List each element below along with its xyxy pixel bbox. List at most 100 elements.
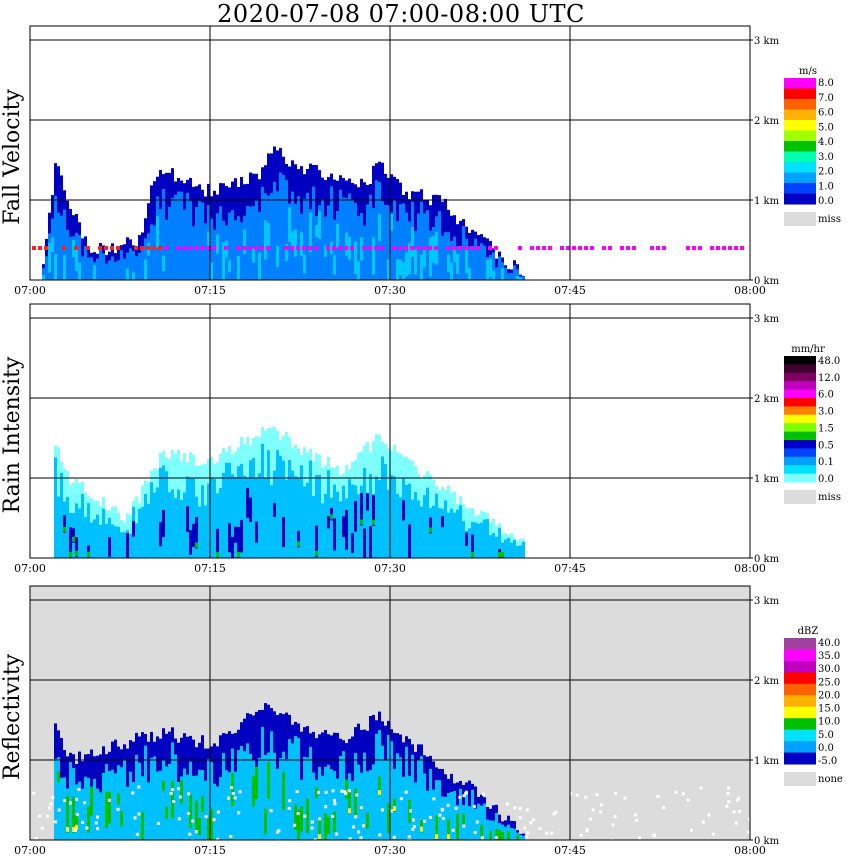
fall-velocity-layer-dot <box>266 246 270 250</box>
rain-intensity-echo-column-inner <box>441 508 444 558</box>
fall-velocity-echo-core <box>402 262 405 279</box>
reflectivity-echo-core <box>87 806 90 833</box>
rain-intensity-echo-column-inner <box>264 477 267 558</box>
fall-velocity-echo-field <box>42 146 525 280</box>
rain-intensity-echo-core <box>63 515 66 533</box>
rain-intensity-echo-column-inner <box>486 519 489 558</box>
rain-intensity-echo-core <box>132 521 135 537</box>
fall-velocity-layer-dot <box>686 246 690 250</box>
reflectivity-speckle <box>212 818 216 822</box>
reflectivity-speckle <box>518 807 522 811</box>
reflectivity-echo-core <box>75 814 78 831</box>
rain-intensity-legend-swatch <box>784 473 816 483</box>
reflectivity-speckle <box>107 798 111 802</box>
rain-intensity-echo-column-inner <box>507 537 510 558</box>
reflectivity-echo-core <box>507 830 510 840</box>
rain-intensity-chart: 07:00 07:15 07:30 07:45 08:000 km 1 km 2 km 3 k… <box>14 303 841 575</box>
fall-velocity-x-tick-label: 07:00 <box>14 284 46 297</box>
fall-velocity-echo-core <box>372 237 375 275</box>
reflectivity-echo-column-inner <box>339 755 342 840</box>
rain-intensity-legend-swatch <box>784 381 816 391</box>
reflectivity-echo-core <box>105 791 108 829</box>
rain-intensity-echo-column-inner <box>159 467 162 558</box>
reflectivity-echo-column-inner <box>372 764 375 840</box>
fall-velocity-echo-column-inner <box>342 197 345 280</box>
reflectivity-speckle <box>404 790 408 794</box>
reflectivity-speckle <box>588 817 592 821</box>
fall-velocity-echo-column-inner <box>96 258 99 280</box>
fall-velocity-echo-column-inner <box>162 189 165 280</box>
rain-intensity-echo-core <box>237 526 240 558</box>
reflectivity-echo-column-inner <box>102 772 105 840</box>
reflectivity-echo-column-inner <box>156 771 159 840</box>
rain-intensity-echo-core <box>228 523 231 553</box>
rain-intensity-echo-column-inner <box>375 476 378 558</box>
rain-intensity-echo-core <box>297 530 300 548</box>
reflectivity-echo-core <box>345 779 348 799</box>
rain-intensity-echo-column-inner <box>276 450 279 558</box>
reflectivity-speckle <box>333 802 337 806</box>
reflectivity-speckle <box>48 806 52 810</box>
fall-velocity-y-tick-label: 2 km <box>754 116 780 127</box>
reflectivity-legend-swatch <box>784 672 816 685</box>
rain-intensity-echo-core <box>363 528 366 558</box>
rain-intensity-echo-column-inner <box>123 532 126 558</box>
reflectivity-speckle <box>362 824 366 828</box>
rain-intensity-echo-column-inner <box>339 501 342 558</box>
reflectivity-speckle <box>389 809 393 813</box>
fall-velocity-layer-dot <box>488 246 492 250</box>
rain-intensity-echo-column-inner <box>165 471 168 558</box>
reflectivity-speckle <box>324 790 328 794</box>
rain-intensity-echo-column-inner <box>417 500 420 558</box>
fall-velocity-echo-column-inner <box>504 267 507 280</box>
reflectivity-legend-swatch <box>784 706 816 719</box>
reflectivity-echo-core <box>306 798 309 834</box>
fall-velocity-echo-column-inner <box>258 212 261 280</box>
fall-velocity-echo-column-inner <box>384 205 387 280</box>
reflectivity-speckle <box>295 790 299 794</box>
rain-intensity-echo-column-inner <box>84 516 87 558</box>
fall-velocity-layer-dot <box>608 246 612 250</box>
rain-intensity-echo-column-inner <box>315 474 318 558</box>
fall-velocity-layer-dot <box>362 246 366 250</box>
reflectivity-speckle <box>269 809 273 813</box>
reflectivity-speckle <box>170 788 174 792</box>
reflectivity-echo-column-inner <box>54 758 57 840</box>
rain-intensity-legend-swatch <box>784 431 816 441</box>
fall-velocity-echo-core <box>264 220 267 260</box>
reflectivity-echo-core <box>516 835 519 840</box>
reflectivity-speckle <box>45 814 49 818</box>
reflectivity-speckle <box>233 796 237 800</box>
rain-intensity-echo-core <box>354 501 357 532</box>
fall-velocity-layer-dot <box>350 246 354 250</box>
reflectivity-speckle <box>633 813 637 817</box>
fall-velocity-echo-column-inner <box>150 224 153 280</box>
fall-velocity-legend-label: 1.0 <box>818 181 834 192</box>
reflectivity-speckle <box>458 795 462 799</box>
reflectivity-speckle <box>656 795 660 799</box>
fall-velocity-echo-column-inner <box>234 220 237 280</box>
fall-velocity-echo-column-inner <box>438 211 441 280</box>
fall-velocity-echo-core <box>63 255 66 280</box>
fall-velocity-echo-core <box>156 216 159 248</box>
reflectivity-speckle <box>310 820 314 824</box>
reflectivity-speckle <box>726 786 730 790</box>
reflectivity-echo-column-inner <box>63 777 66 840</box>
reflectivity-speckle <box>494 835 498 839</box>
rain-intensity-echo-column-inner <box>201 485 204 558</box>
reflectivity-legend-swatch <box>784 683 816 696</box>
rain-intensity-echo-core <box>246 487 249 518</box>
fall-velocity-echo-column-inner <box>123 258 126 280</box>
fall-velocity-echo-column-inner <box>219 206 222 280</box>
reflectivity-legend-swatch <box>784 649 816 662</box>
rain-intensity-echo-core <box>249 497 252 523</box>
reflectivity-speckle <box>231 792 235 796</box>
reflectivity-speckle <box>344 792 348 796</box>
rain-intensity-echo-core <box>327 515 330 529</box>
fall-velocity-layer-dot <box>650 246 654 250</box>
reflectivity-speckle <box>681 792 685 796</box>
fall-velocity-legend-label: 6.0 <box>818 108 834 119</box>
fall-velocity-legend-swatch <box>784 141 816 152</box>
rain-intensity-legend-label: 3.0 <box>818 407 834 418</box>
fall-velocity-legend-missing-swatch <box>784 212 816 226</box>
